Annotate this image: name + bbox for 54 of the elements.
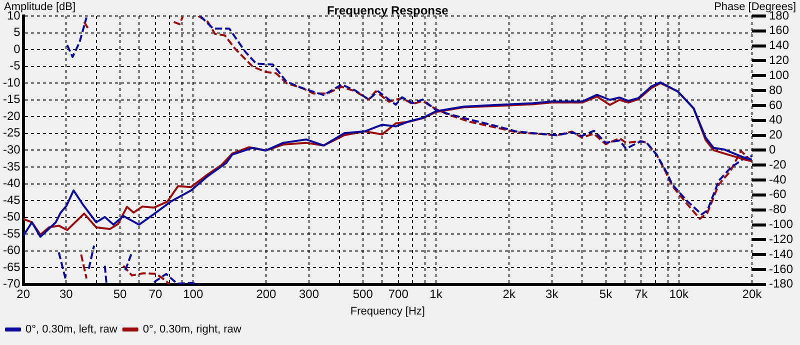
x-tick-label: 700 — [388, 286, 409, 301]
y-tick-label: -50 — [3, 210, 21, 224]
y-tick-label: -55 — [3, 226, 21, 240]
x-tick-label: 30 — [59, 286, 74, 301]
x-tick-label: 2k — [502, 286, 516, 301]
y-tick-label: -30 — [3, 142, 21, 157]
y2-tick-label: -120 — [768, 232, 794, 246]
x-tick-label: 5k — [599, 286, 614, 301]
y-tick-label: -60 — [3, 243, 21, 258]
x-tick-label: 500 — [352, 286, 374, 301]
y-axis-title: Amplitude [dB] — [4, 1, 76, 14]
y2-tick-label: 120 — [768, 53, 790, 68]
y2-tick-label: 160 — [768, 23, 790, 38]
y-tick-label: -5 — [10, 58, 21, 73]
y-tick-label: 0 — [14, 42, 21, 56]
y2-tick-label: 0 — [768, 142, 776, 157]
legend-label: 0°, 0.30m, left, raw — [26, 324, 118, 336]
y2-tick-label: -60 — [768, 187, 787, 202]
y2-tick-label: -180 — [768, 276, 794, 291]
y2-tick-label: -160 — [768, 262, 794, 276]
x-tick-label: 7k — [634, 286, 649, 301]
x-axis-title: Frequency [Hz] — [350, 305, 425, 318]
line-series — [66, 16, 88, 58]
x-tick-label: 1k — [430, 286, 444, 301]
y2-tick-label: 60 — [768, 98, 783, 112]
y2-tick-label: 40 — [768, 112, 783, 127]
y-tick-label: -35 — [3, 159, 21, 174]
y2-tick-label: -80 — [768, 202, 787, 216]
y-tick-label: -40 — [3, 176, 21, 190]
x-tick-label: 20k — [742, 286, 763, 301]
x-tick-label: 10k — [669, 286, 690, 301]
y2-tick-label: 100 — [768, 68, 790, 82]
y-tick-label: -45 — [3, 192, 21, 207]
x-tick-label: 70 — [148, 286, 162, 301]
x-tick-label: 3k — [546, 286, 560, 301]
y2-tick-label: -100 — [768, 217, 794, 232]
chart-title: Frequency Response — [326, 3, 449, 18]
y2-tick-label: 80 — [768, 82, 783, 97]
x-tick-label: 50 — [113, 286, 127, 301]
y2-tick-label: -20 — [768, 157, 787, 172]
y-tick-label: -10 — [3, 75, 21, 90]
y-tick-label: -20 — [3, 108, 21, 123]
y2-tick-label: 20 — [768, 128, 783, 142]
y-tick-label: -15 — [3, 92, 21, 106]
x-tick-label: 200 — [256, 286, 277, 301]
y2-tick-label: -40 — [768, 172, 787, 186]
x-tick-label: 300 — [298, 286, 320, 301]
y-tick-label: -65 — [3, 260, 21, 274]
y2-tick-label: -140 — [768, 246, 794, 261]
y2-tick-label: 140 — [768, 38, 790, 52]
y-tick-label: -25 — [3, 126, 21, 140]
y-tick-label: 5 — [14, 25, 21, 40]
x-tick-label: 100 — [183, 286, 204, 301]
legend-label: 0°, 0.30m, right, raw — [142, 324, 242, 336]
